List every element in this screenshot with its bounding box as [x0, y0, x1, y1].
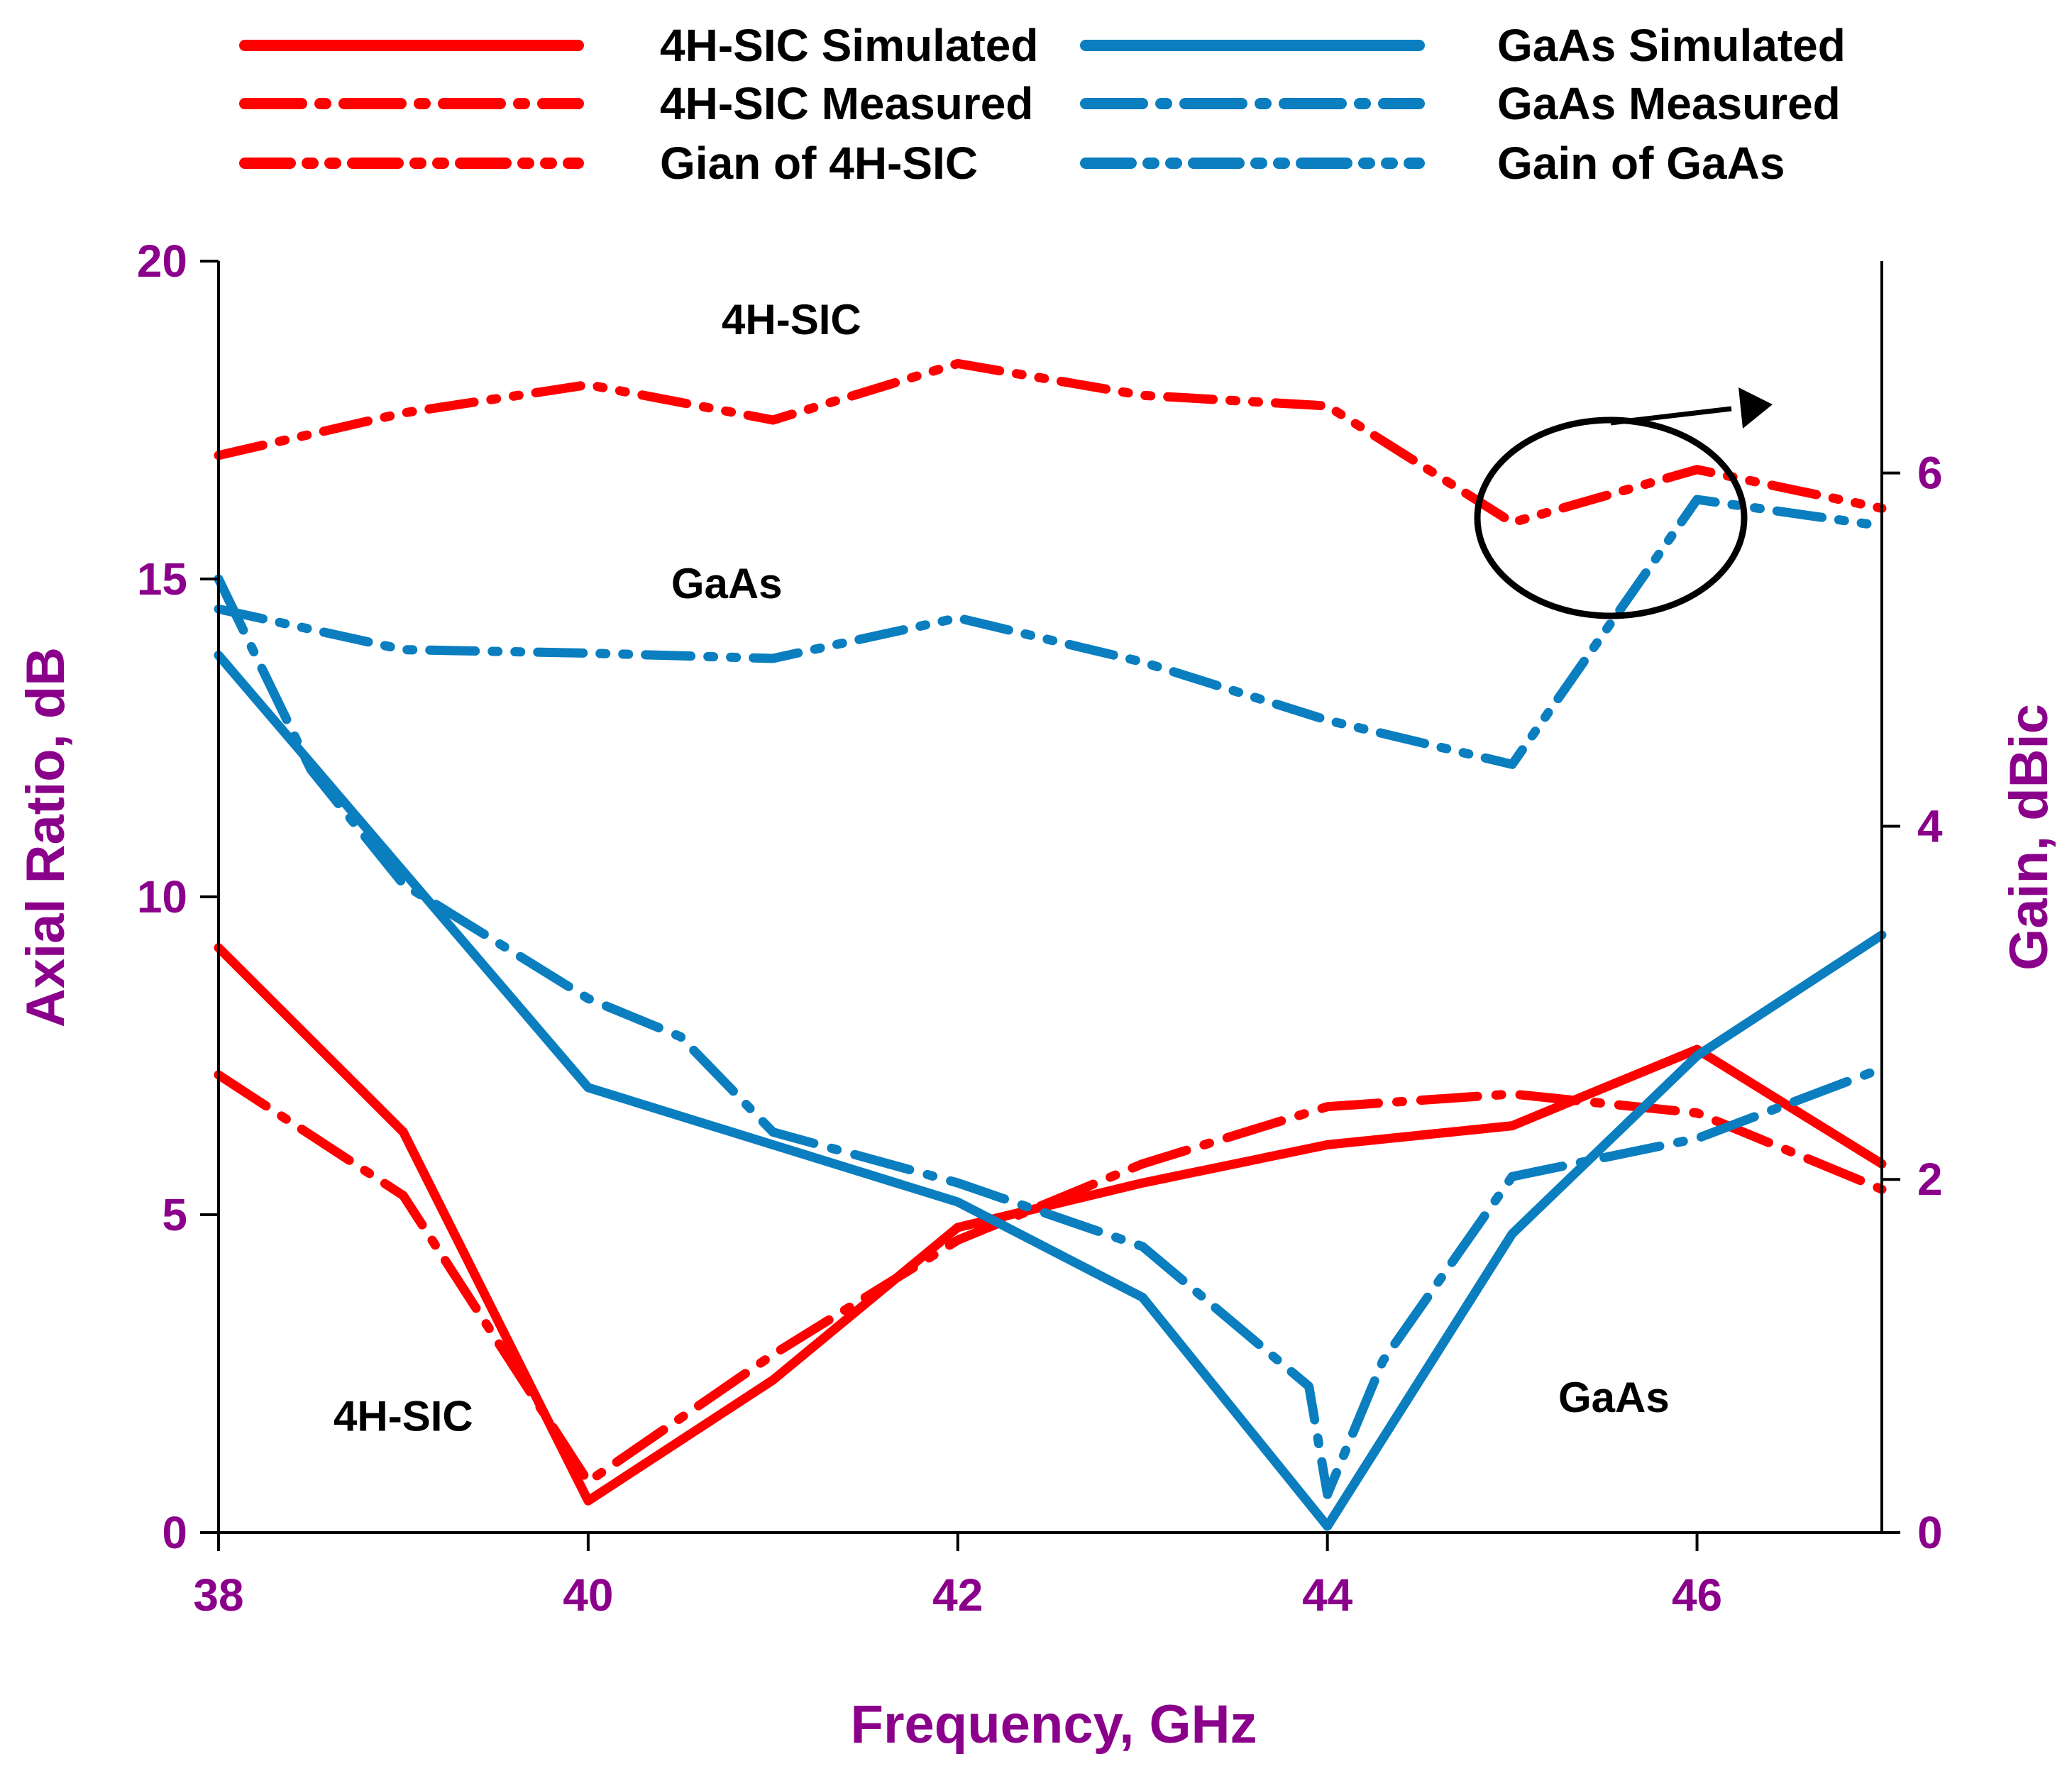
- annotation-label-3: GaAs: [1558, 1374, 1670, 1421]
- data-point-gain-of-gaas-3: [772, 658, 773, 659]
- data-point-gain-of-gaas-6: [1327, 719, 1328, 721]
- axis-titles: Frequency, GHz Axial Ratio, dB Gain, dBi…: [16, 647, 2059, 1755]
- data-point-gaas-measured-4: [680, 1036, 681, 1037]
- data-point-gaas-measured-11: [1511, 1176, 1513, 1177]
- callout-ellipse: [1474, 416, 1748, 619]
- data-point-gaas-measured-6: [957, 1182, 959, 1184]
- data-point-4h-sic-measured-4: [957, 1240, 959, 1241]
- annotations: 4H-SIC GaAs 4H-SIC GaAs: [334, 296, 1670, 1440]
- data-point-4h-sic-measured-1: [402, 1195, 404, 1196]
- data-point-4h-sic-simulated-8: [1697, 1049, 1698, 1050]
- data-point-4h-sic-simulated-5: [1142, 1182, 1143, 1184]
- data-point-gaas-simulated-6: [1327, 1526, 1328, 1527]
- y-right-tick-label: 6: [1917, 448, 1943, 499]
- series-line-gaas-measured: [214, 574, 1887, 1499]
- data-point-gaas-simulated-3: [772, 1144, 773, 1145]
- data-point-gaas-measured-12: [1697, 1138, 1698, 1140]
- callout: [1474, 387, 1773, 619]
- x-tick-label: 42: [932, 1569, 983, 1621]
- data-point-4h-sic-measured-8: [1697, 1113, 1698, 1114]
- data-point-gaas-simulated-1: [402, 871, 404, 872]
- y-axis-right-title: Gain, dBic: [1999, 704, 2059, 971]
- data-point-gaas-measured-10: [1382, 1360, 1384, 1362]
- data-point-4h-sic-simulated-6: [1327, 1144, 1328, 1145]
- data-point-gian-of-4h-sic-4: [957, 363, 959, 364]
- callout-arrow-line: [1610, 406, 1732, 426]
- y-left-tick-label: 0: [162, 1507, 187, 1558]
- data-point-gain-of-gaas-9: [1697, 499, 1698, 500]
- data-point-gaas-measured-3: [588, 998, 589, 999]
- plot-series: [214, 358, 1887, 1531]
- y-right-tick-label: 4: [1917, 800, 1943, 851]
- data-point-gain-of-gaas-1: [402, 649, 404, 651]
- legend-label-4h-sic-simulated: 4H-SIC Simulated: [660, 20, 1038, 71]
- data-point-4h-sic-simulated-4: [957, 1227, 959, 1228]
- data-point-gaas-measured-5: [772, 1132, 773, 1133]
- data-point-gaas-simulated-8: [1697, 1055, 1698, 1056]
- legend-label-gaas-simulated: GaAs Simulated: [1497, 20, 1846, 71]
- data-point-gaas-measured-8: [1308, 1386, 1310, 1387]
- data-point-4h-sic-measured-6: [1327, 1106, 1328, 1108]
- series-line-gian-of-4h-sic: [214, 358, 1887, 527]
- data-point-gain-of-gaas-7: [1511, 763, 1513, 765]
- x-tick-label: 40: [563, 1569, 613, 1621]
- y-left-tick-label: 20: [137, 236, 187, 287]
- series-line-4h-sic-measured: [214, 1070, 1887, 1486]
- data-point-gaas-measured-1: [310, 769, 312, 771]
- data-point-gaas-simulated-7: [1511, 1233, 1513, 1235]
- axes: [217, 261, 1883, 1534]
- data-point-gian-of-4h-sic-6: [1327, 405, 1328, 407]
- data-point-gian-of-4h-sic-1: [402, 412, 404, 414]
- y-left-tick-label: 15: [137, 553, 187, 605]
- data-point-gain-of-gaas-5: [1142, 661, 1143, 663]
- data-point-gain-of-gaas-8: [1604, 631, 1605, 633]
- data-point-gain-of-gaas-2: [588, 653, 589, 654]
- x-tick-label: 46: [1672, 1569, 1722, 1621]
- data-point-4h-sic-simulated-7: [1511, 1125, 1513, 1127]
- y-right-tick-label: 2: [1917, 1154, 1943, 1205]
- data-point-4h-sic-measured-7: [1511, 1093, 1513, 1095]
- series-line-gaas-simulated: [214, 651, 1887, 1531]
- data-point-gaas-measured-2: [402, 883, 404, 885]
- data-point-gaas-simulated-4: [957, 1201, 959, 1203]
- annotation-label-0: 4H-SIC: [722, 296, 861, 343]
- y-right-tick-label: 0: [1917, 1507, 1943, 1558]
- series-line-gain-of-gaas: [214, 495, 1887, 769]
- data-point-4h-sic-measured-3: [772, 1354, 773, 1355]
- data-point-gain-of-gaas-4: [957, 617, 959, 619]
- y-axis-left-title: Axial Ratio, dB: [16, 647, 76, 1027]
- x-tick-label: 44: [1302, 1569, 1353, 1621]
- data-point-gian-of-4h-sic-5: [1142, 395, 1143, 396]
- data-point-gian-of-4h-sic-8: [1697, 469, 1698, 470]
- annotation-label-1: GaAs: [671, 560, 783, 607]
- legend-label-gain-of-gaas: Gain of GaAs: [1497, 138, 1785, 189]
- data-point-gaas-measured-7: [1142, 1246, 1143, 1247]
- data-point-gaas-simulated-5: [1142, 1297, 1143, 1298]
- data-point-4h-sic-simulated-3: [772, 1379, 773, 1381]
- data-point-4h-sic-measured-5: [1142, 1163, 1143, 1164]
- legend-label-4h-sic-measured: 4H-SIC Measured: [660, 78, 1033, 129]
- legend-label-gaas-measured: GaAs Measured: [1497, 78, 1841, 129]
- data-point-4h-sic-measured-2: [588, 1481, 589, 1482]
- callout-arrow-head: [1738, 387, 1773, 429]
- x-tick-label: 38: [193, 1569, 243, 1621]
- data-point-gian-of-4h-sic-2: [588, 384, 589, 385]
- y-left-tick-label: 10: [137, 871, 187, 922]
- data-point-gian-of-4h-sic-3: [772, 419, 773, 421]
- y-left-tick-label: 5: [162, 1189, 187, 1240]
- data-point-gaas-measured-9: [1327, 1494, 1328, 1495]
- x-axis-title: Frequency, GHz: [851, 1694, 1257, 1755]
- data-point-gaas-simulated-2: [588, 1087, 589, 1088]
- data-point-gian-of-4h-sic-7: [1511, 522, 1513, 523]
- annotation-label-2: 4H-SIC: [334, 1393, 473, 1440]
- data-point-4h-sic-simulated-2: [588, 1500, 589, 1501]
- legend-label-gian-of-4h-sic: Gian of 4H-SIC: [660, 138, 978, 189]
- data-point-4h-sic-simulated-1: [402, 1132, 404, 1133]
- legend: 4H-SIC Simulated 4H-SIC Measured Gian of 4…: [239, 20, 1846, 189]
